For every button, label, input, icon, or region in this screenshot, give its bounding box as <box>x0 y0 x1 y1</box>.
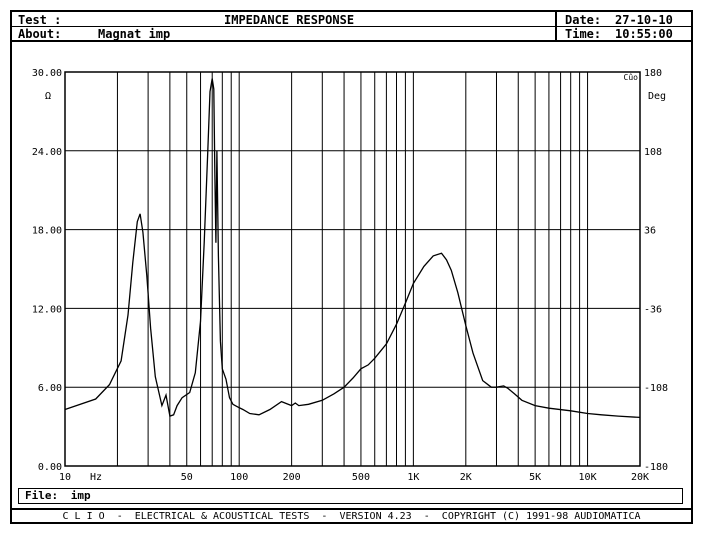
test-label: Test : <box>18 13 62 27</box>
y2-tick-label: -108 <box>644 383 668 394</box>
x-tick-label: 10 <box>59 472 71 483</box>
x-tick-label: 20K <box>631 472 649 483</box>
impedance-curve <box>64 78 641 419</box>
file-value: imp <box>70 489 91 502</box>
page-title: IMPEDANCE RESPONSE <box>224 13 355 27</box>
impedance-chart: 0.00 6.00 12.00 18.00 24.00 30.00 Ω -180 -108 -36… <box>32 68 668 483</box>
y2-tick-label: -36 <box>644 304 662 315</box>
file-label: File: <box>25 489 59 502</box>
x-unit-label: Hz <box>90 472 102 483</box>
time-label: Time: <box>565 27 602 41</box>
x-tick-label: 200 <box>283 472 301 483</box>
y-tick-label: 6.00 <box>38 383 62 394</box>
about-label: About: <box>18 27 62 41</box>
x-tick-label: 2K <box>460 472 472 483</box>
x-tick-label: 5K <box>529 472 541 483</box>
date-label: Date: <box>565 13 602 27</box>
y-tick-label: 0.00 <box>38 462 62 473</box>
header-bar: Test : About: Magnat imp IMPEDANCE RESPO… <box>12 12 691 42</box>
y-unit-label: Ω <box>45 91 51 102</box>
about-value: Magnat imp <box>98 27 171 41</box>
x-tick-label: 10K <box>579 472 597 483</box>
clio-window: Test : About: Magnat imp IMPEDANCE RESPO… <box>10 10 693 524</box>
chart-grid <box>64 71 641 467</box>
y2-tick-label: -180 <box>644 462 668 473</box>
header-divider <box>12 26 691 27</box>
x-tick-label: 100 <box>230 472 248 483</box>
footer-bar: C L I O - ELECTRICAL & ACOUSTICAL TESTS … <box>12 508 691 524</box>
y-tick-label: 12.00 <box>32 304 62 315</box>
time-value: 10:55:00 <box>615 27 673 41</box>
y-tick-label: 18.00 <box>32 226 62 237</box>
y-tick-label: 30.00 <box>32 68 62 79</box>
chart-ticks: 0.00 6.00 12.00 18.00 24.00 30.00 Ω -180 -108 -36… <box>32 68 668 483</box>
corner-label: Cûo <box>624 73 639 82</box>
plot-frame <box>64 71 641 467</box>
header-separator <box>555 12 557 40</box>
x-tick-label: 500 <box>352 472 370 483</box>
footer-text: C L I O - ELECTRICAL & ACOUSTICAL TESTS … <box>62 511 641 522</box>
file-field: File: imp <box>18 488 683 504</box>
y2-tick-label: 108 <box>644 147 662 158</box>
date-value: 27-10-10 <box>615 13 673 27</box>
y2-tick-label: 180 <box>644 68 662 79</box>
y2-tick-label: 36 <box>644 226 656 237</box>
y-tick-label: 24.00 <box>32 147 62 158</box>
x-tick-label: 50 <box>181 472 193 483</box>
x-tick-label: 1K <box>407 472 419 483</box>
y2-unit-label: Deg <box>648 91 666 102</box>
